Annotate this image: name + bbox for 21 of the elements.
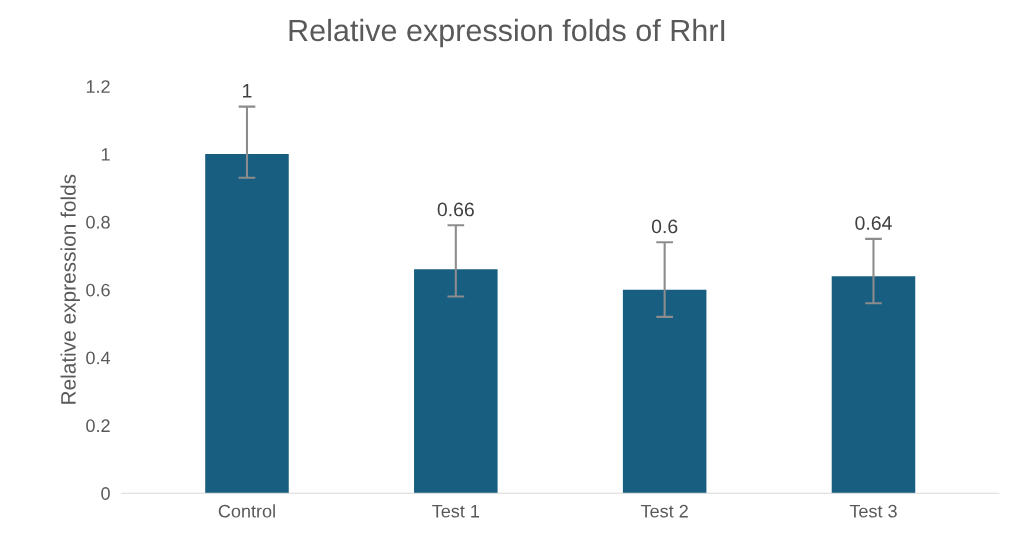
data-label: 1 [243, 84, 252, 98]
data-label: 0.64 [855, 216, 892, 230]
data-label: 0.66 [437, 202, 474, 217]
y-tick-label: 0.4 [86, 351, 111, 365]
y-tick-label: 1 [101, 148, 110, 161]
y-tick-label: 0 [101, 487, 110, 500]
x-tick-label: Test 2 [640, 504, 688, 518]
bar [622, 289, 707, 494]
x-tick-label: Test 1 [432, 504, 480, 518]
data-label: 0.6 [651, 219, 678, 234]
y-tick-label: 0.2 [86, 419, 110, 433]
bar [831, 276, 916, 494]
y-axis-title: Relative expression folds [60, 174, 80, 404]
y-tick-label: 1.2 [86, 80, 110, 93]
y-tick-label: 0.6 [86, 283, 110, 297]
chart-title: Relative expression folds of RhrI [289, 18, 725, 48]
bar [205, 154, 289, 494]
x-tick-label: Test 3 [849, 504, 897, 518]
bar [414, 269, 498, 494]
y-tick-label: 0.8 [86, 215, 110, 229]
x-tick-label: Control [218, 504, 275, 518]
